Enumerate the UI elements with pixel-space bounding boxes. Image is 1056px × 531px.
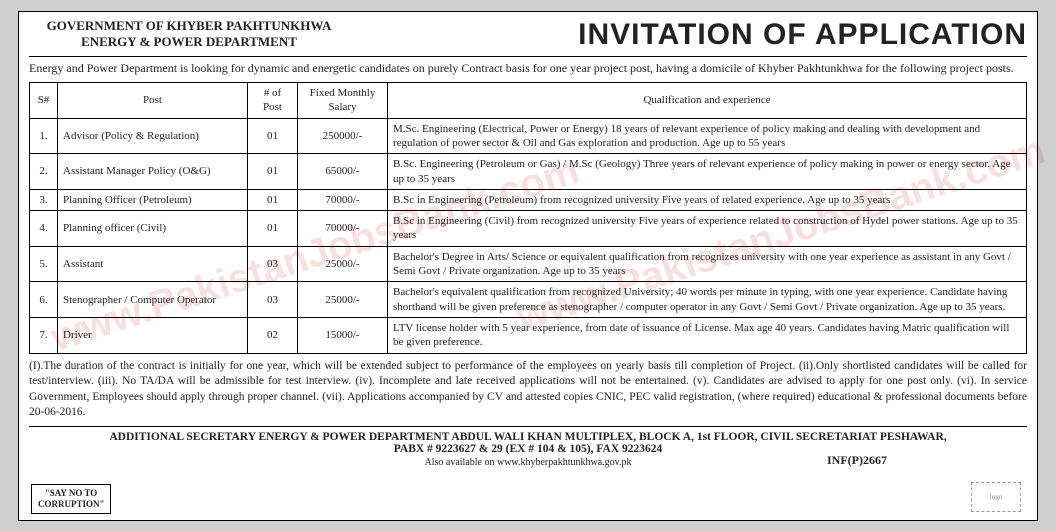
cell-qual: LTV license holder with 5 year experienc…	[388, 317, 1027, 353]
posts-table: S# Post # of Post Fixed Monthly Salary Q…	[29, 82, 1027, 353]
cell-post: Stenographer / Computer Operator	[58, 282, 248, 318]
table-header-row: S# Post # of Post Fixed Monthly Salary Q…	[30, 83, 1027, 119]
table-body: 1.Advisor (Policy & Regulation)01250000/…	[30, 118, 1027, 353]
table-row: 4.Planning officer (Civil)0170000/-B.Sc …	[30, 211, 1027, 247]
table-row: 6.Stenographer / Computer Operator032500…	[30, 282, 1027, 318]
footer-address: ADDITIONAL SECRETARY ENERGY & POWER DEPA…	[29, 431, 1027, 443]
cell-qual: B.Sc in Engineering (Petroleum) from rec…	[388, 189, 1027, 210]
header-govt: GOVERNMENT OF KHYBER PAKHTUNKHWA ENERGY …	[29, 18, 349, 52]
th-salary: Fixed Monthly Salary	[298, 83, 388, 119]
cell-sn: 1.	[30, 118, 58, 154]
table-row: 5.Assistant0325000/-Bachelor's Degree in…	[30, 246, 1027, 282]
th-qual: Qualification and experience	[388, 83, 1027, 119]
cell-qual: B.Sc in Engineering (Civil) from recogni…	[388, 211, 1027, 247]
cell-salary: 65000/-	[298, 154, 388, 190]
cell-num: 02	[248, 317, 298, 353]
cell-salary: 70000/-	[298, 211, 388, 247]
cell-sn: 7.	[30, 317, 58, 353]
cell-sn: 4.	[30, 211, 58, 247]
cell-qual: Bachelor's equivalent qualification from…	[388, 282, 1027, 318]
cell-sn: 6.	[30, 282, 58, 318]
header: GOVERNMENT OF KHYBER PAKHTUNKHWA ENERGY …	[29, 18, 1027, 57]
cell-sn: 3.	[30, 189, 58, 210]
cell-post: Driver	[58, 317, 248, 353]
govt-logo: logo	[971, 482, 1021, 512]
table-row: 7.Driver0215000/-LTV license holder with…	[30, 317, 1027, 353]
th-post: Post	[58, 83, 248, 119]
cell-post: Assistant	[58, 246, 248, 282]
cell-sn: 5.	[30, 246, 58, 282]
cell-num: 01	[248, 154, 298, 190]
cell-num: 01	[248, 118, 298, 154]
table-row: 1.Advisor (Policy & Regulation)01250000/…	[30, 118, 1027, 154]
govt-line1: GOVERNMENT OF KHYBER PAKHTUNKHWA	[29, 18, 349, 35]
intro-text: Energy and Power Department is looking f…	[29, 61, 1027, 77]
say-no-box: "SAY NO TO CORRUPTION"	[31, 484, 111, 514]
table-row: 3.Planning Officer (Petroleum)0170000/-B…	[30, 189, 1027, 210]
th-num: # of Post	[248, 83, 298, 119]
cell-salary: 25000/-	[298, 282, 388, 318]
cell-post: Planning officer (Civil)	[58, 211, 248, 247]
cell-salary: 70000/-	[298, 189, 388, 210]
cell-qual: M.Sc. Engineering (Electrical, Power or …	[388, 118, 1027, 154]
cell-post: Advisor (Policy & Regulation)	[58, 118, 248, 154]
footer-inf: INF(P)2667	[827, 453, 887, 468]
cell-qual: B.Sc. Engineering (Petroleum or Gas) / M…	[388, 154, 1027, 190]
cell-post: Assistant Manager Policy (O&G)	[58, 154, 248, 190]
th-sn: S#	[30, 83, 58, 119]
document-page: www.PakistanJobsBank.com www.PakistanJob…	[18, 11, 1038, 521]
table-row: 2.Assistant Manager Policy (O&G)0165000/…	[30, 154, 1027, 190]
cell-num: 03	[248, 246, 298, 282]
cell-num: 01	[248, 189, 298, 210]
cell-num: 01	[248, 211, 298, 247]
cell-num: 03	[248, 282, 298, 318]
header-title: INVITATION OF APPLICATION	[578, 18, 1027, 52]
govt-line2: ENERGY & POWER DEPARTMENT	[29, 34, 349, 51]
cell-sn: 2.	[30, 154, 58, 190]
cell-post: Planning Officer (Petroleum)	[58, 189, 248, 210]
cell-salary: 250000/-	[298, 118, 388, 154]
cell-salary: 25000/-	[298, 246, 388, 282]
cell-salary: 15000/-	[298, 317, 388, 353]
cell-qual: Bachelor's Degree in Arts/ Science or eq…	[388, 246, 1027, 282]
footer: ADDITIONAL SECRETARY ENERGY & POWER DEPA…	[29, 426, 1027, 468]
notes-text: (I).The duration of the contract is init…	[29, 359, 1027, 421]
